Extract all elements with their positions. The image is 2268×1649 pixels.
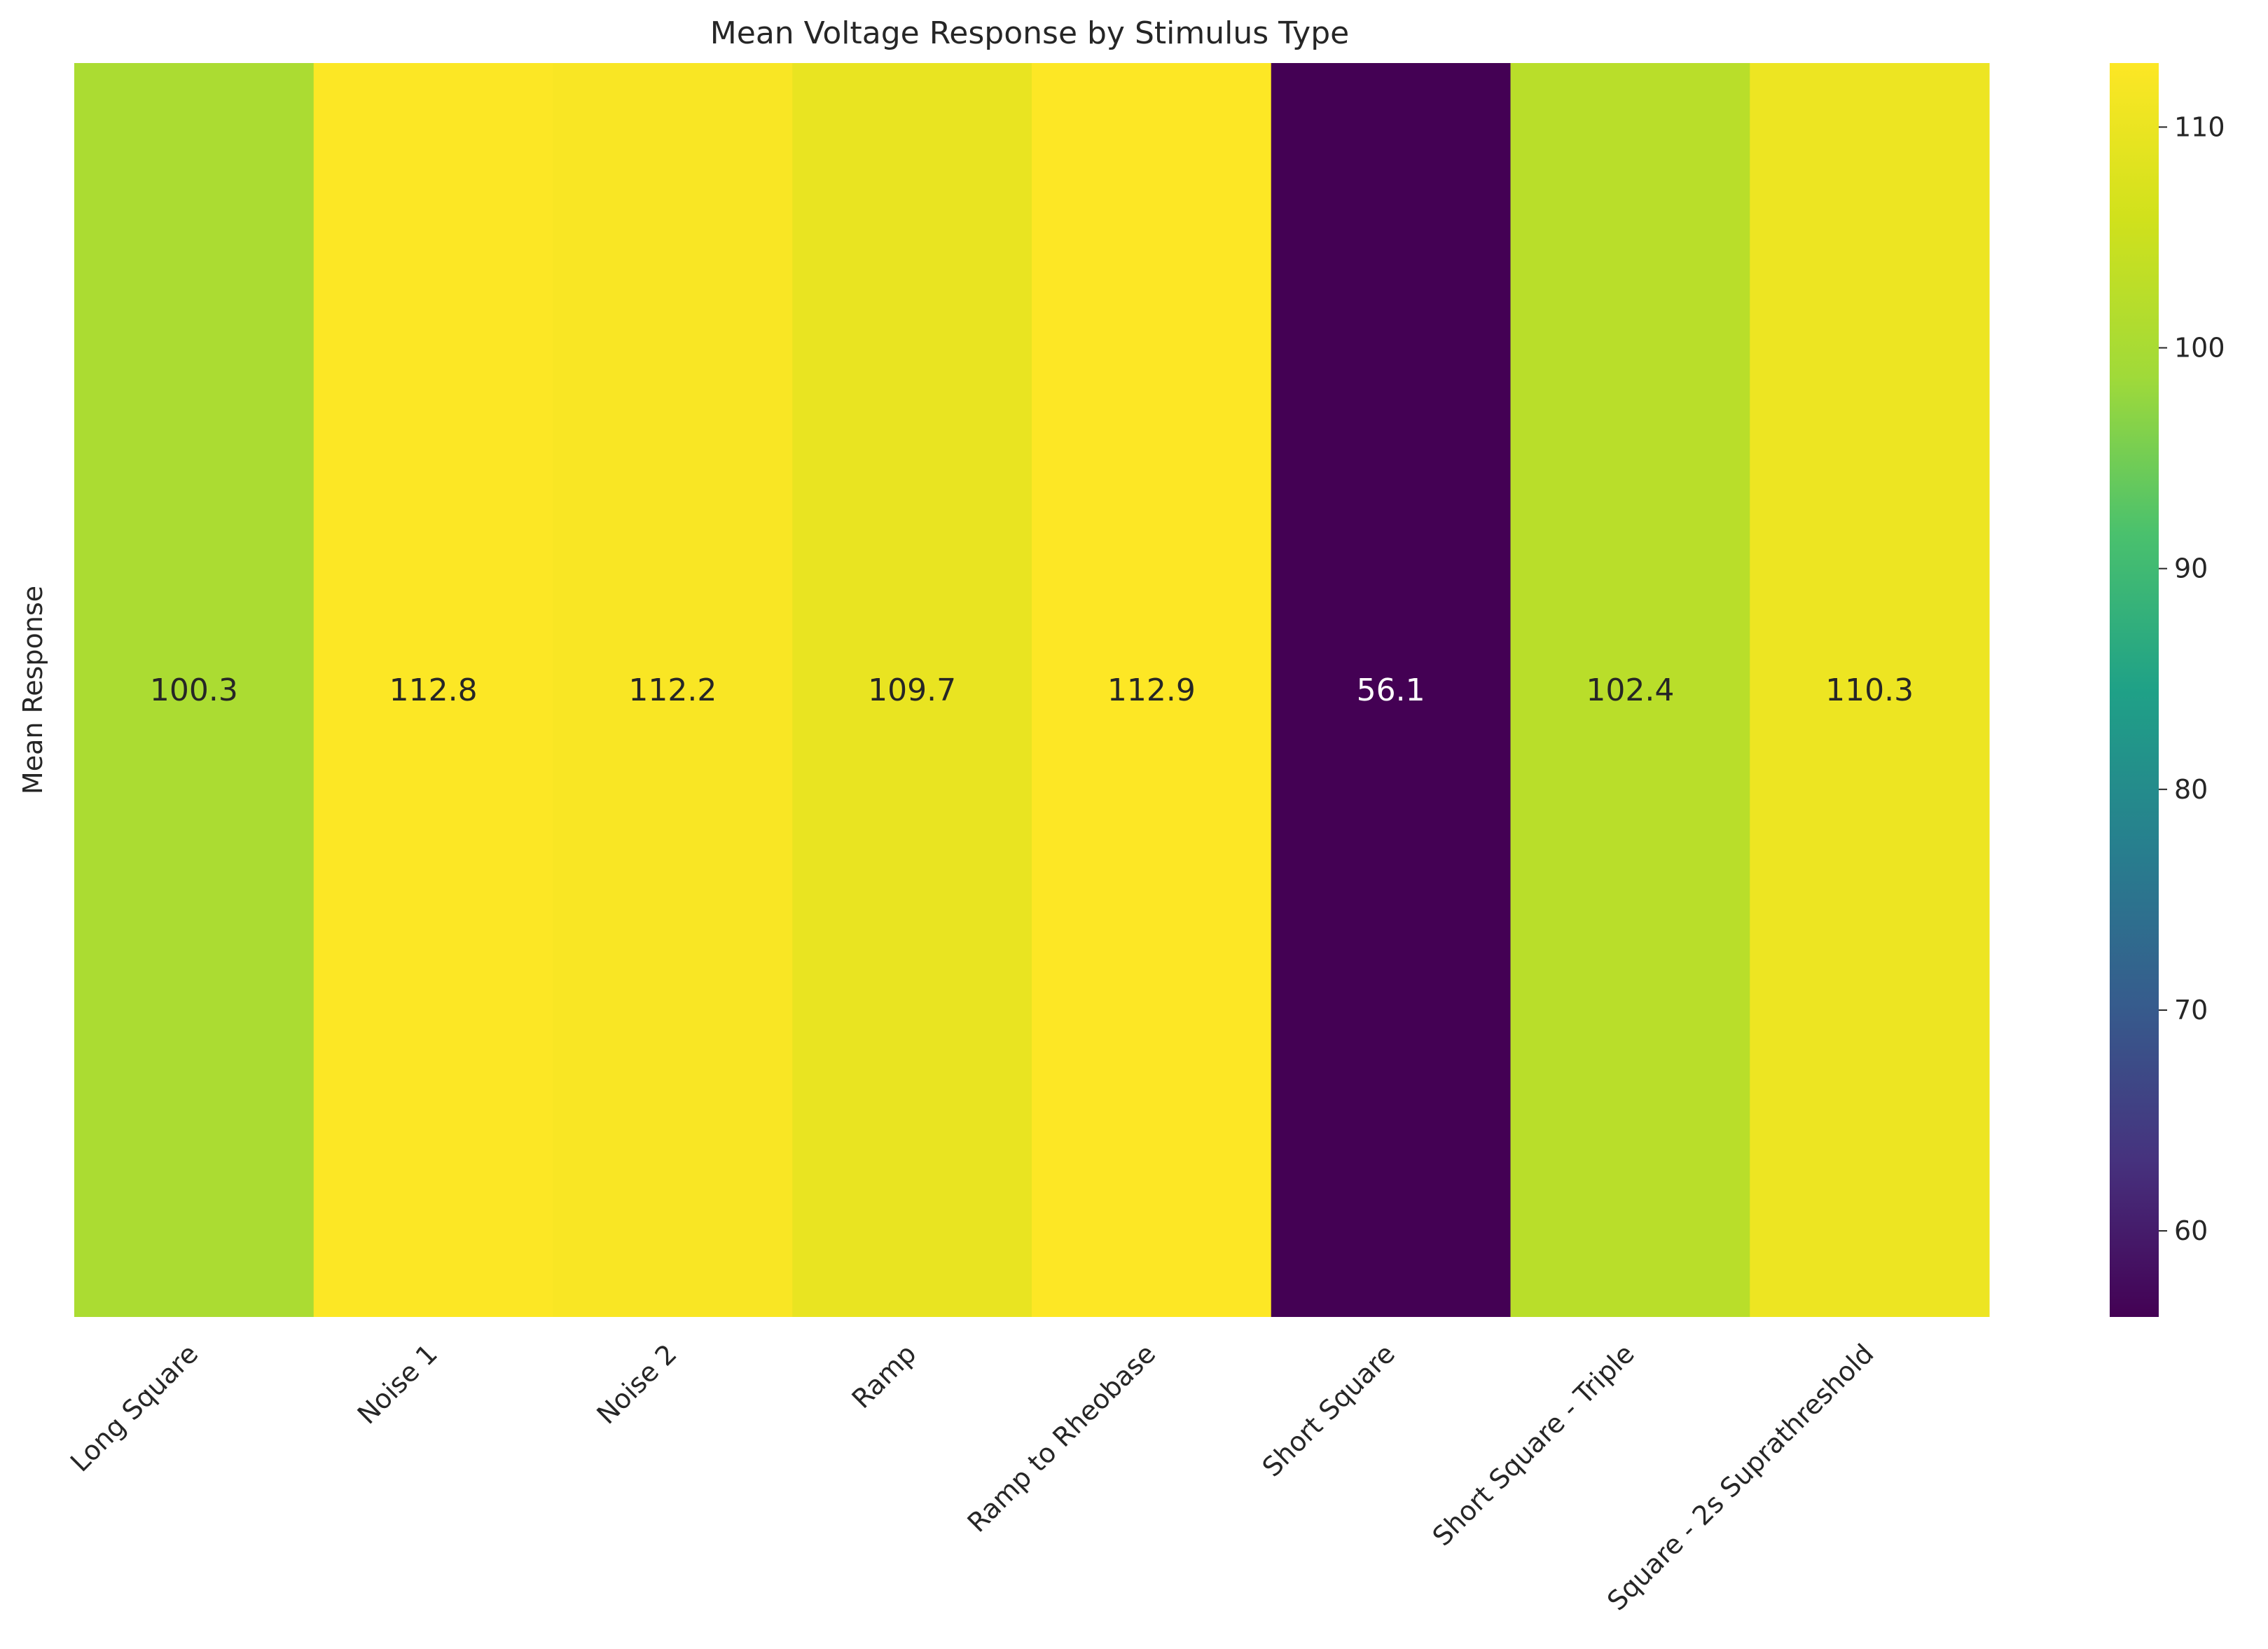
x-tick-label: Noise 1 [352,1338,443,1430]
y-axis-label: Mean Response [18,586,48,794]
cell-value-label: 112.2 [628,672,717,708]
heatmap-cell [553,63,793,1317]
chart-title: Mean Voltage Response by Stimulus Type [710,15,1349,51]
colorbar-tick-label: 110 [2174,111,2225,142]
colorbar-tick-label: 60 [2174,1215,2208,1246]
cell-value-label: 112.9 [1107,672,1196,708]
x-tick-label: Long Square [64,1338,204,1477]
colorbar-tick-label: 80 [2174,774,2208,805]
x-tick-label: Noise 2 [590,1338,682,1430]
x-tick-labels: Long Square Noise 1 Noise 2 Ramp Ramp to Rhe… [64,1338,1880,1616]
colorbar-tick-label: 70 [2174,995,2208,1026]
heatmap-cell [1271,63,1511,1317]
x-tick-label: Short Square - Triple [1427,1338,1640,1552]
heatmap-cell [1510,63,1750,1317]
x-tick-label: Ramp to Rheobase [962,1338,1162,1538]
x-tick-label: Short Square [1257,1338,1401,1482]
heatmap-cells [74,63,1990,1317]
colorbar-tick-label: 90 [2174,553,2208,584]
colorbar-tick-label: 100 [2174,333,2225,364]
heatmap-cell [74,63,314,1317]
heatmap-cell [313,63,553,1317]
x-tick-label: Ramp [846,1338,922,1414]
cell-value-label: 100.3 [150,672,238,708]
colorbar: 60 70 80 90 100 110 [2110,63,2225,1317]
cell-value-label: 112.8 [389,672,478,708]
cell-value-label: 110.3 [1825,672,1914,708]
cell-value-label: 102.4 [1586,672,1674,708]
cell-value-labels: 100.3 112.8 112.2 109.7 112.9 56.1 102.4 110.3 [150,672,1914,708]
cell-value-label: 109.7 [868,672,956,708]
heatmap-cell [792,63,1032,1317]
colorbar-ticks: 60 70 80 90 100 110 [2159,111,2225,1246]
heatmap-cell [1750,63,1990,1317]
colorbar-gradient [2110,63,2159,1317]
cell-value-label: 56.1 [1357,672,1425,708]
heatmap-cell [1032,63,1272,1317]
x-tick-label: Square - 2s Suprathreshold [1601,1338,1879,1616]
